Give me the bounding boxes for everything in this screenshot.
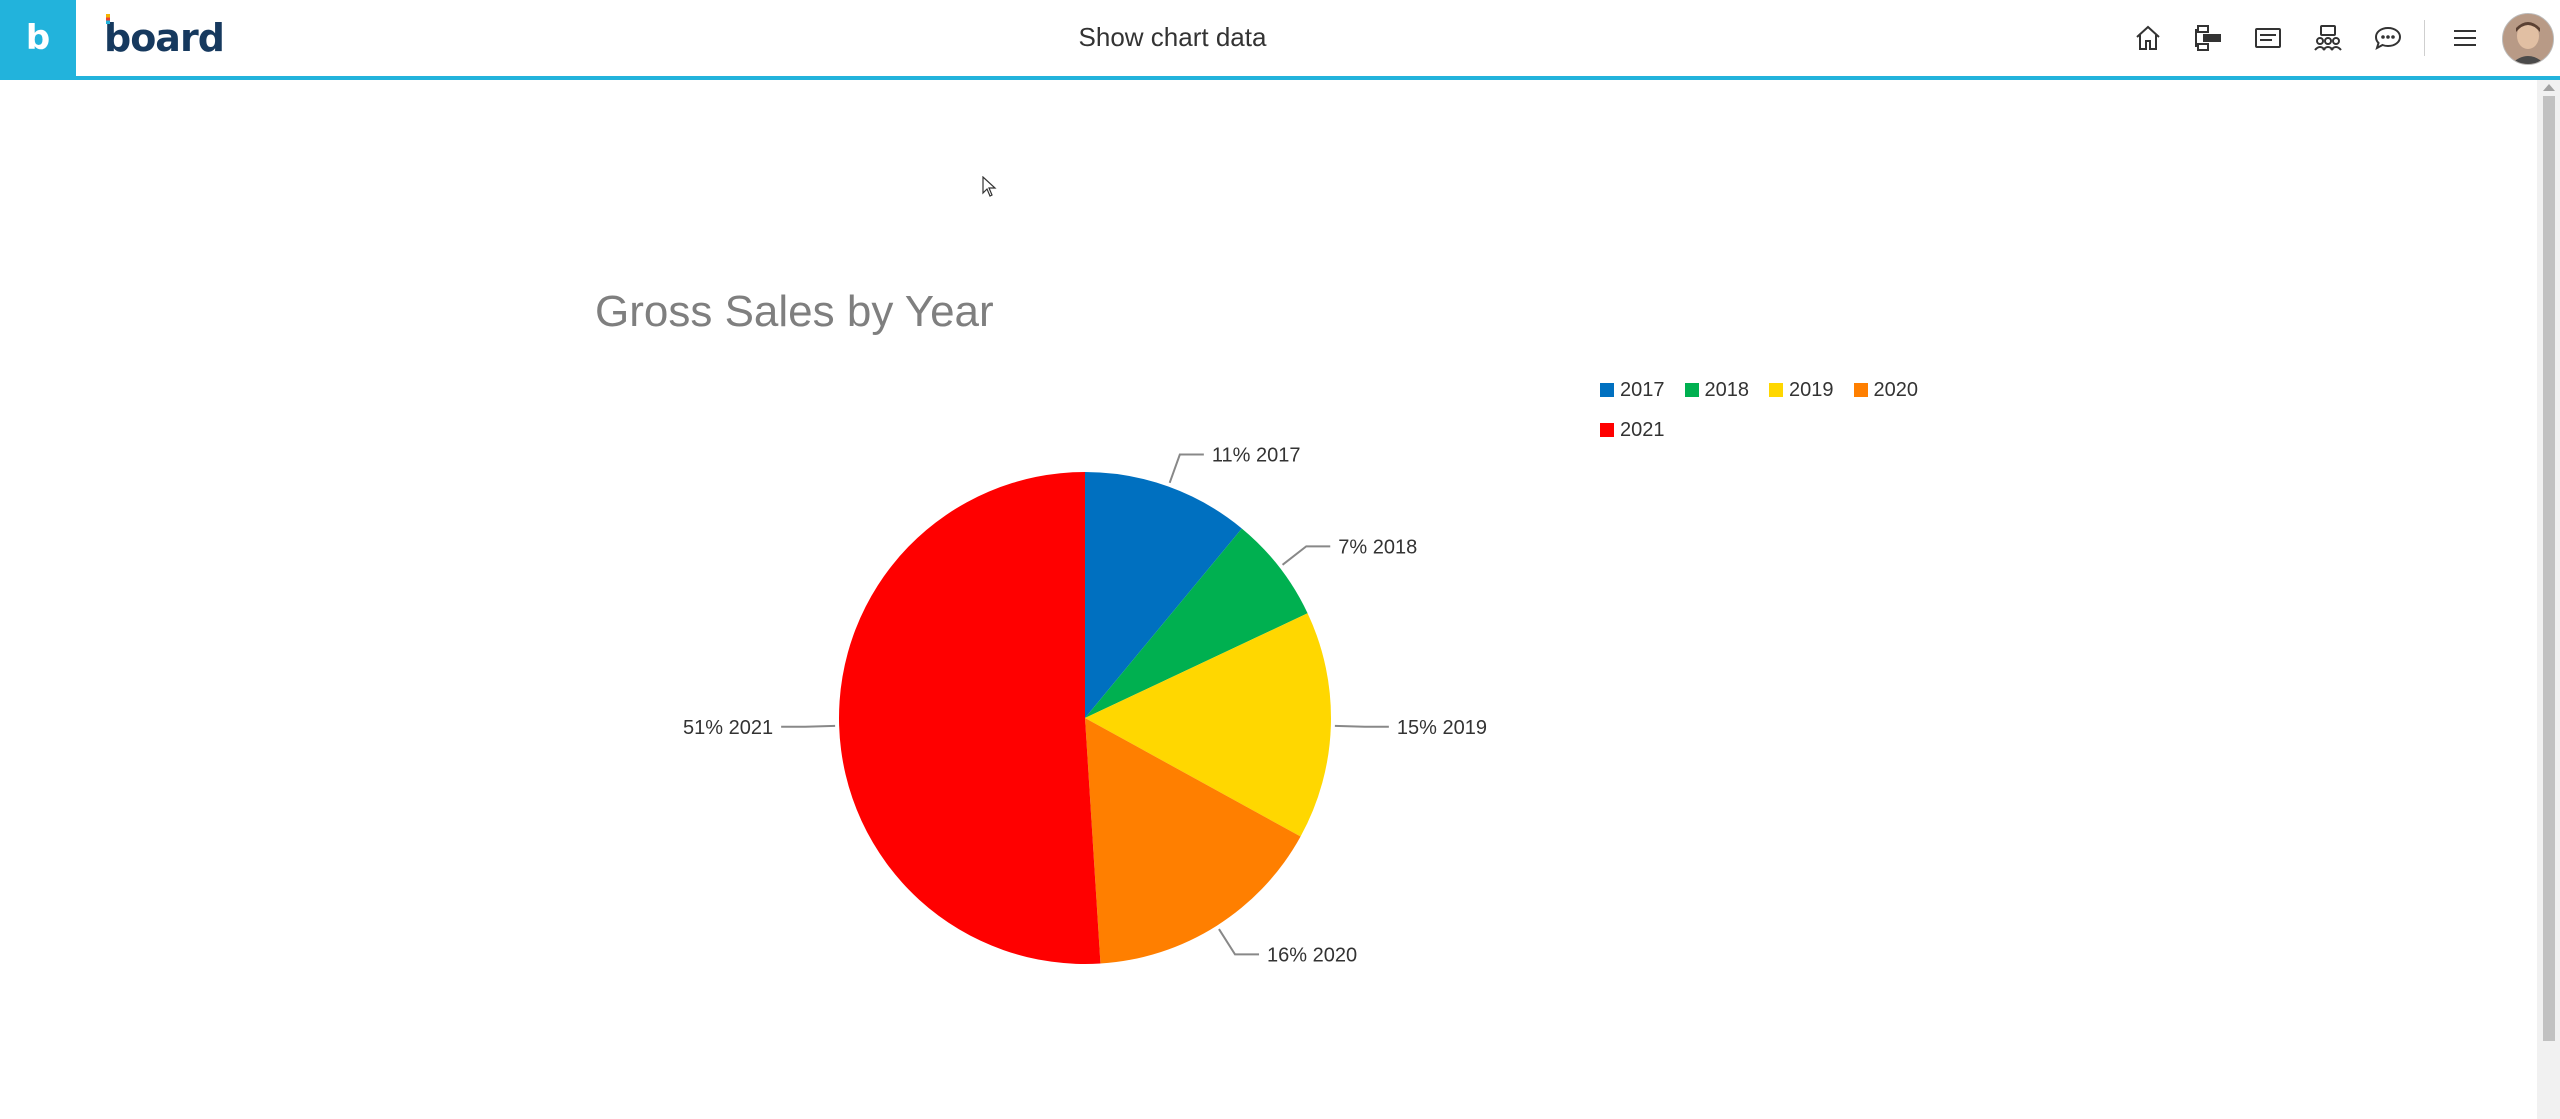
legend-swatch xyxy=(1600,383,1614,397)
data-label-2018: 7% 2018 xyxy=(1338,536,1417,558)
scroll-thumb[interactable] xyxy=(2543,96,2555,1041)
legend-item-2018[interactable]: 2018 xyxy=(1684,370,1750,410)
brand-name: board xyxy=(104,16,225,60)
toolbar-separator xyxy=(2424,20,2425,56)
leader-line-2017 xyxy=(1168,453,1204,484)
vertical-scrollbar[interactable] xyxy=(2537,80,2560,1119)
pie-slice-2021[interactable] xyxy=(838,472,1101,964)
legend-label: 2018 xyxy=(1704,378,1750,401)
legend-label: 2021 xyxy=(1620,418,1665,441)
brand-logo[interactable]: board xyxy=(104,14,225,60)
legend-swatch xyxy=(1853,383,1868,397)
pie-slice-2017[interactable] xyxy=(1085,472,1242,718)
pie-slice-2020[interactable] xyxy=(1085,718,1301,964)
legend-swatch xyxy=(1769,383,1783,397)
legend-item-2019[interactable]: 2019 xyxy=(1769,370,1834,410)
hierarchy-icon[interactable] xyxy=(2188,18,2228,58)
avatar[interactable] xyxy=(2502,13,2554,65)
legend-swatch xyxy=(1684,383,1699,397)
mouse-cursor-icon xyxy=(982,175,998,203)
leader-line-2020 xyxy=(1218,928,1260,956)
legend-label: 2019 xyxy=(1789,378,1834,401)
legend-swatch xyxy=(1600,423,1614,437)
data-label-2019: 15% 2019 xyxy=(1397,717,1487,739)
legend-item-2020[interactable]: 2020 xyxy=(1853,370,1919,410)
leader-line-2021 xyxy=(781,724,836,728)
scroll-up-icon[interactable] xyxy=(2543,84,2555,91)
pie-slice-2018[interactable] xyxy=(1085,528,1308,718)
data-label-2021: 51% 2021 xyxy=(683,717,773,739)
brand-initial: b xyxy=(25,18,51,58)
legend-label: 2017 xyxy=(1620,378,1665,401)
pie-slice-2019[interactable] xyxy=(1085,613,1331,837)
top-bar: b board Show chart data xyxy=(0,0,2560,80)
home-icon[interactable] xyxy=(2128,18,2168,58)
data-label-2017: 11% 2017 xyxy=(1212,445,1301,467)
legend-item-2021[interactable]: 2021 xyxy=(1600,410,1665,450)
team-icon[interactable] xyxy=(2308,18,2348,58)
message-card-icon[interactable] xyxy=(2248,18,2288,58)
chart-title: Gross Sales by Year xyxy=(595,287,994,336)
page-title: Show chart data xyxy=(1078,22,1267,52)
data-label-2020: 16% 2020 xyxy=(1267,944,1357,966)
legend-item-2017[interactable]: 2017 xyxy=(1600,370,1665,410)
brand-tile[interactable]: b xyxy=(0,0,76,76)
legend-label: 2020 xyxy=(1873,378,1919,401)
logo-dots-icon xyxy=(106,14,110,24)
leader-line-2019 xyxy=(1334,724,1389,728)
chat-icon[interactable] xyxy=(2368,18,2408,58)
menu-icon[interactable] xyxy=(2445,18,2485,58)
leader-line-2018 xyxy=(1281,545,1331,566)
chart-legend: 2017 2018 2019 2020 2021 xyxy=(1600,370,1940,450)
